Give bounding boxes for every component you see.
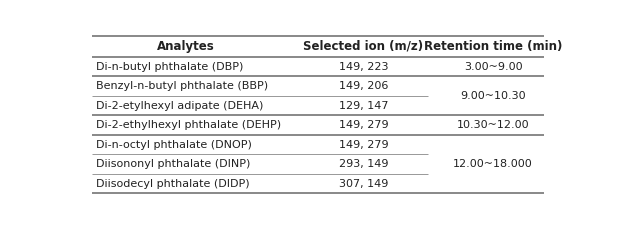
Text: 149, 206: 149, 206 <box>339 81 388 91</box>
Text: 3.00~9.00: 3.00~9.00 <box>464 62 523 72</box>
Text: Di-2-etylhexyl adipate (DEHA): Di-2-etylhexyl adipate (DEHA) <box>95 101 263 111</box>
Text: 149, 279: 149, 279 <box>339 120 388 130</box>
Text: 10.30~12.00: 10.30~12.00 <box>457 120 529 130</box>
Text: Di-n-octyl phthalate (DNOP): Di-n-octyl phthalate (DNOP) <box>95 140 252 150</box>
Text: 149, 279: 149, 279 <box>339 140 388 150</box>
Text: Diisononyl phthalate (DINP): Diisononyl phthalate (DINP) <box>95 159 250 169</box>
Text: 9.00~10.30: 9.00~10.30 <box>460 91 526 101</box>
Text: 129, 147: 129, 147 <box>339 101 388 111</box>
Text: Diisodecyl phthalate (DIDP): Diisodecyl phthalate (DIDP) <box>95 179 249 189</box>
Text: 293, 149: 293, 149 <box>339 159 388 169</box>
Text: Di-2-ethylhexyl phthalate (DEHP): Di-2-ethylhexyl phthalate (DEHP) <box>95 120 281 130</box>
Text: 149, 223: 149, 223 <box>339 62 388 72</box>
Text: 12.00~18.000: 12.00~18.000 <box>453 159 533 169</box>
Text: Analytes: Analytes <box>157 40 215 53</box>
Text: Benzyl-n-butyl phthalate (BBP): Benzyl-n-butyl phthalate (BBP) <box>95 81 268 91</box>
Text: Retention time (min): Retention time (min) <box>424 40 562 53</box>
Text: Di-n-butyl phthalate (DBP): Di-n-butyl phthalate (DBP) <box>95 62 243 72</box>
Text: Selected ion (m/z): Selected ion (m/z) <box>303 40 423 53</box>
Text: 307, 149: 307, 149 <box>339 179 388 189</box>
